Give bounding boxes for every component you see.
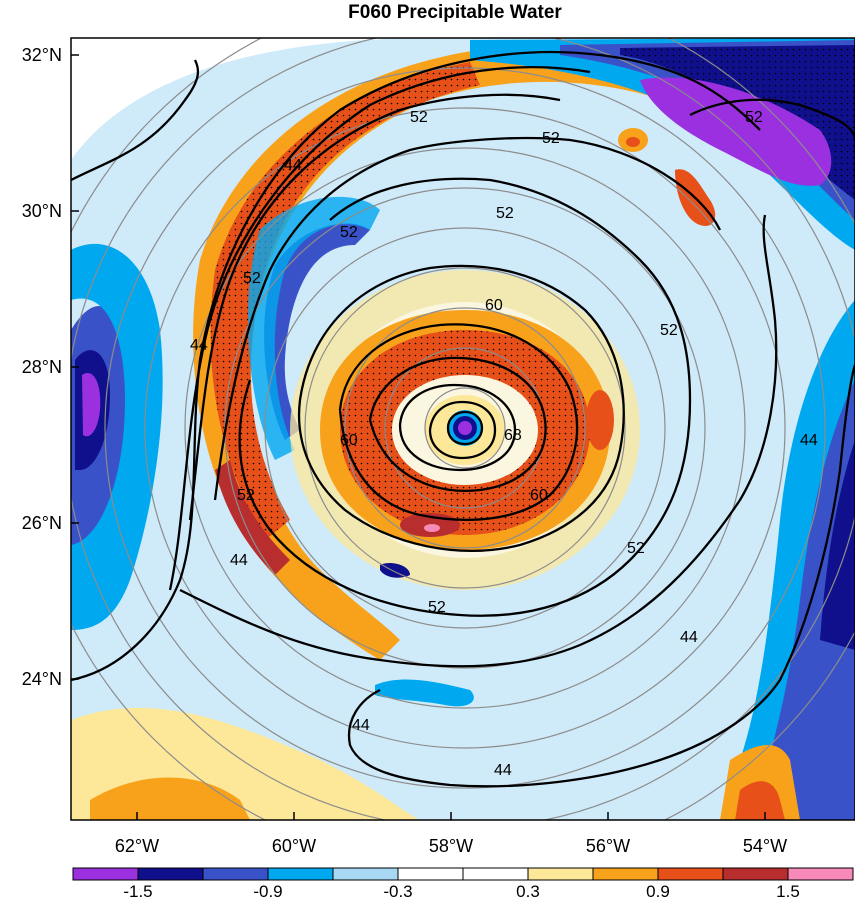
contour-label: 44 bbox=[230, 552, 248, 569]
stipple-red-spiral bbox=[210, 62, 480, 540]
contour-label: 52 bbox=[660, 322, 678, 339]
lat-label: 26°N bbox=[22, 513, 62, 533]
contour-label: 44 bbox=[800, 432, 818, 449]
colorbar-swatch bbox=[397, 867, 464, 881]
contour-label: 60 bbox=[530, 487, 548, 504]
colorbar-swatch bbox=[592, 867, 659, 881]
pw-contours bbox=[71, 50, 855, 788]
shading-red-southeast bbox=[735, 781, 785, 820]
colorbar-tick-label: 1.5 bbox=[776, 882, 800, 900]
lon-label: 56°W bbox=[586, 836, 630, 856]
shading-purple-west bbox=[82, 373, 101, 437]
shading-red-east-blob bbox=[586, 390, 614, 450]
shading-cyan-inner-band bbox=[248, 196, 380, 460]
lat-label: 24°N bbox=[22, 669, 62, 689]
shading-cyan-west bbox=[71, 243, 163, 631]
lat-label: 30°N bbox=[22, 201, 62, 221]
shading-navy-south-bits bbox=[380, 563, 410, 578]
contour-label: 52 bbox=[745, 109, 763, 126]
contour-label: 44 bbox=[494, 762, 512, 779]
colorbar-swatch bbox=[462, 867, 529, 881]
shading-purple-eye bbox=[458, 421, 472, 435]
shading-navy-east bbox=[820, 440, 855, 650]
colorbar-tick-label: -0.3 bbox=[383, 882, 412, 900]
contour-label: 60 bbox=[485, 297, 503, 314]
shading-purple-northeast bbox=[640, 77, 832, 186]
contour-label: 52 bbox=[496, 205, 514, 222]
colorbar-tick-label: -1.5 bbox=[123, 882, 152, 900]
shading-blue-east bbox=[760, 380, 855, 820]
colorbar-swatch bbox=[137, 867, 204, 881]
contour-label: 52 bbox=[542, 130, 560, 147]
colorbar-tick-label: -0.9 bbox=[253, 882, 282, 900]
lon-label: 60°W bbox=[272, 836, 316, 856]
colorbar-swatch bbox=[267, 867, 334, 881]
stipple-eyewall bbox=[340, 330, 590, 535]
lon-label: 58°W bbox=[429, 836, 473, 856]
lat-label: 28°N bbox=[22, 357, 62, 377]
colorbar-swatch bbox=[202, 867, 269, 881]
colorbar-swatch bbox=[332, 867, 399, 881]
map-frame bbox=[70, 37, 855, 821]
shading-blue-south-bits bbox=[375, 679, 474, 707]
lon-label: 62°W bbox=[115, 836, 159, 856]
contour-label: 44 bbox=[190, 337, 208, 354]
contour-label: 68 bbox=[504, 427, 522, 444]
shading-blue-inner-band bbox=[264, 223, 370, 440]
shading-orange-southwest bbox=[90, 777, 250, 820]
colorbar: -1.5 -0.9 -0.3 0.3 0.9 1.5 bbox=[72, 867, 854, 900]
contour-label: 44 bbox=[284, 157, 302, 174]
contour-label: 52 bbox=[428, 599, 446, 616]
contour-label: 44 bbox=[680, 629, 698, 646]
contour-labels: 52 52 52 44 52 52 60 52 44 60 68 60 52 4… bbox=[190, 109, 818, 779]
map-panel: 52 52 52 44 52 52 60 52 44 60 68 60 52 4… bbox=[71, 38, 855, 820]
figure-title: F060 Precipitable Water bbox=[348, 2, 562, 23]
contour-label: 44 bbox=[352, 717, 370, 734]
contour-label: 52 bbox=[410, 109, 428, 126]
colorbar-swatch bbox=[527, 867, 594, 881]
colorbar-tick-label: 0.9 bbox=[646, 882, 670, 900]
contour-label: 52 bbox=[627, 540, 645, 557]
colorbar-tick-label: 0.3 bbox=[516, 882, 540, 900]
shading-pink-patch bbox=[424, 524, 440, 532]
contour-label: 52 bbox=[340, 224, 358, 241]
colorbar-swatch bbox=[787, 867, 854, 881]
latitude-axis: 32°N 30°N 28°N 26°N 24°N bbox=[22, 45, 79, 689]
shading-darkred-spiral bbox=[215, 460, 290, 575]
shading-red-north-blob bbox=[626, 137, 640, 147]
colorbar-swatch bbox=[72, 867, 139, 881]
longitude-axis: 62°W 60°W 58°W 56°W 54°W bbox=[115, 812, 787, 856]
lat-label: 32°N bbox=[22, 45, 62, 65]
contour-label: 52 bbox=[243, 270, 261, 287]
colorbar-swatch bbox=[722, 867, 789, 881]
lon-label: 54°W bbox=[743, 836, 787, 856]
stipple-navy-northeast bbox=[620, 45, 855, 200]
colorbar-swatch bbox=[657, 867, 724, 881]
contour-label: 52 bbox=[237, 487, 255, 504]
contour-label: 60 bbox=[340, 432, 358, 449]
